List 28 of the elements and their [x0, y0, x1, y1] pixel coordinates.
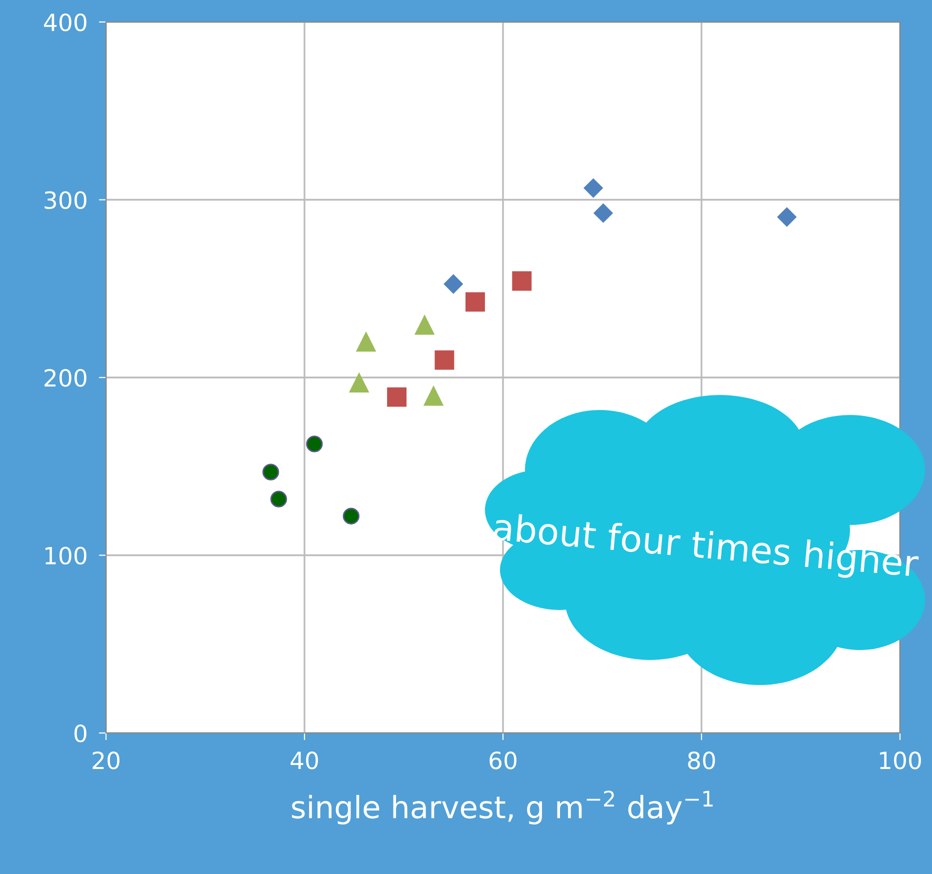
x-tick-label: 60 [490, 751, 516, 770]
point [270, 490, 288, 508]
point [349, 373, 369, 393]
y-tick-label: 200 [44, 368, 86, 387]
y-tick-label: 100 [45, 546, 86, 565]
point [465, 292, 485, 312]
point [777, 207, 796, 227]
point [594, 204, 613, 223]
point [444, 274, 463, 294]
x-tick-label: 40 [290, 751, 318, 770]
point [306, 436, 323, 452]
point [342, 508, 360, 524]
point [424, 386, 444, 406]
annotation: about four times higher [492, 512, 920, 584]
x-axis-title: single harvest, g m$^{−2}$ day$^{−1}$ [292, 790, 713, 824]
point [584, 178, 603, 198]
point [387, 387, 407, 407]
point [512, 271, 532, 291]
point [434, 350, 454, 370]
point [262, 464, 280, 480]
point [414, 315, 434, 335]
y-tick-label: 300 [44, 191, 86, 210]
x-tick-label: 20 [92, 751, 120, 770]
y-tick-label: 400 [44, 13, 86, 32]
point [356, 332, 376, 352]
y-tick-label: 0 [74, 724, 86, 742]
x-tick-label: 80 [688, 751, 715, 770]
x-tick-label: 100 [880, 751, 921, 770]
